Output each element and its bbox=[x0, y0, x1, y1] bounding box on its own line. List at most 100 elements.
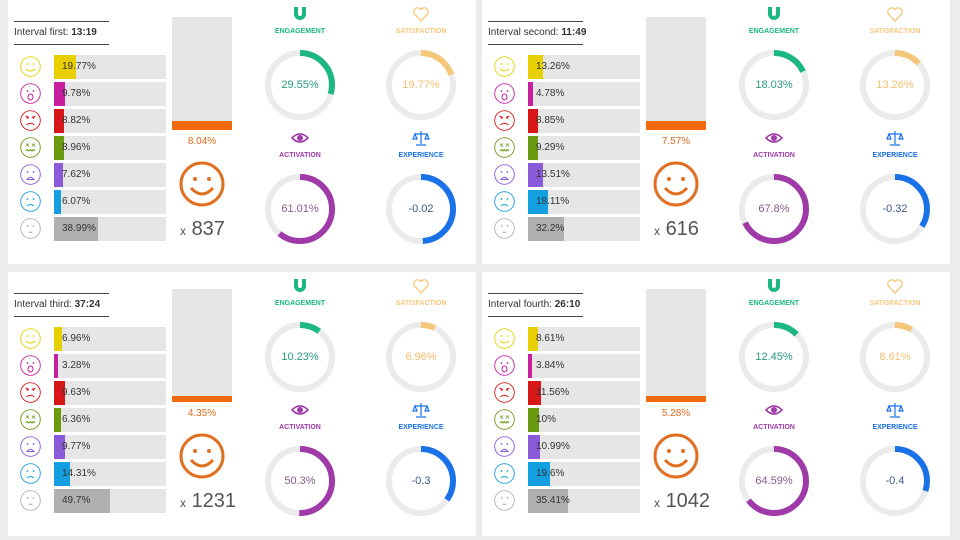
emotion-bar-fill bbox=[528, 408, 540, 432]
fearful-face-icon bbox=[20, 436, 41, 457]
emotion-percent: 13.51% bbox=[536, 169, 570, 180]
emotion-row: 6.07% bbox=[20, 190, 172, 214]
emotion-bar-fill bbox=[528, 55, 543, 79]
angry-face-icon bbox=[494, 110, 515, 131]
emotion-row: 8.96% bbox=[20, 136, 172, 160]
experience-label: EXPERIENCE bbox=[872, 152, 918, 159]
emotion-row: 19.6% bbox=[494, 462, 646, 486]
emotion-bar-fill bbox=[54, 462, 71, 486]
ring-arc bbox=[860, 322, 930, 392]
emotion-bar: 6.96% bbox=[54, 327, 166, 351]
emotion-percent: 9.78% bbox=[62, 88, 91, 99]
ring-arc bbox=[386, 50, 456, 120]
neutral-face-icon bbox=[20, 490, 41, 511]
emotion-bar-fill bbox=[54, 55, 77, 79]
emotion-percent: 35.41% bbox=[536, 495, 570, 506]
magnet-icon bbox=[765, 277, 783, 295]
activation-label: ACTIVATION bbox=[753, 424, 795, 431]
experience-label: EXPERIENCE bbox=[398, 152, 444, 159]
emotion-row: 9.63% bbox=[20, 381, 172, 405]
emotion-row: 9.78% bbox=[20, 82, 172, 106]
viewer-count: x 1231 bbox=[180, 490, 237, 512]
emotion-percent: 10% bbox=[536, 414, 557, 425]
interval-title: Interval third: 37:24 bbox=[14, 293, 109, 317]
emotion-bar-fill bbox=[528, 217, 565, 241]
emotion-percent: 11.56% bbox=[536, 387, 570, 398]
satisfaction-value: 13.26% bbox=[876, 79, 914, 91]
emotion-row: 13.51% bbox=[494, 163, 646, 187]
emotion-bar: 13.51% bbox=[528, 163, 640, 187]
emotion-bar: 8.61% bbox=[528, 327, 640, 351]
emotion-bar-fill bbox=[528, 354, 533, 378]
activation-value: 64.59% bbox=[755, 475, 793, 487]
emotion-bar-fill bbox=[54, 381, 65, 405]
emotion-row: 11.56% bbox=[494, 381, 646, 405]
experience-label: EXPERIENCE bbox=[872, 424, 918, 431]
eye-icon bbox=[290, 129, 310, 147]
emotion-bar-fill bbox=[528, 136, 539, 160]
scales-icon bbox=[886, 401, 904, 419]
satisfaction-ring bbox=[385, 49, 457, 121]
satisfaction-ring bbox=[859, 49, 931, 121]
interval-title: Interval second: 11:49 bbox=[488, 21, 586, 45]
engagement-ring bbox=[738, 49, 810, 121]
emotion-bar: 9.29% bbox=[528, 136, 640, 160]
fearful-face-icon bbox=[20, 164, 41, 185]
satisfaction-label: SATISFACTION bbox=[869, 300, 921, 307]
emotion-bar: 8.96% bbox=[54, 136, 166, 160]
neutral-face-icon bbox=[20, 218, 41, 239]
emotion-bar: 38.99% bbox=[54, 217, 166, 241]
satisfaction-value: 6.96% bbox=[405, 351, 437, 363]
emotion-percent: 8.96% bbox=[62, 142, 91, 153]
emotion-bar-fill bbox=[54, 435, 65, 459]
satisfaction-label: SATISFACTION bbox=[395, 28, 447, 35]
disgusted-face-icon bbox=[20, 137, 41, 158]
experience-value: -0.3 bbox=[411, 475, 431, 487]
emotion-row: 9.29% bbox=[494, 136, 646, 160]
surprised-face-icon bbox=[494, 355, 515, 376]
emotion-bar: 8.82% bbox=[54, 109, 166, 133]
satisfaction-value: 19.77% bbox=[402, 79, 440, 91]
viewer-count: x 837 bbox=[180, 218, 225, 240]
activation-label: ACTIVATION bbox=[279, 152, 321, 159]
emotion-bar: 3.28% bbox=[54, 354, 166, 378]
happy-face-icon bbox=[20, 328, 41, 349]
ring-arc bbox=[386, 446, 456, 516]
engagement-label: ENGAGEMENT bbox=[274, 28, 326, 35]
happy-face-icon bbox=[494, 328, 515, 349]
emotion-bar: 19.77% bbox=[54, 55, 166, 79]
engagement-value: 29.55% bbox=[281, 79, 319, 91]
emotion-percent: 19.6% bbox=[536, 468, 565, 479]
eye-icon bbox=[290, 401, 310, 419]
overall-bar bbox=[646, 289, 706, 402]
ring-arc bbox=[739, 322, 809, 392]
emotion-bar: 10.99% bbox=[528, 435, 640, 459]
sad-face-icon bbox=[494, 191, 515, 212]
ring-arc bbox=[265, 50, 335, 120]
emotion-bar-fill bbox=[54, 489, 110, 513]
magnet-icon bbox=[291, 5, 309, 23]
emotion-bar: 14.31% bbox=[54, 462, 166, 486]
ring-arc bbox=[739, 174, 809, 244]
emotion-percent: 8.82% bbox=[62, 115, 91, 126]
surprised-face-icon bbox=[20, 355, 41, 376]
engagement-label: ENGAGEMENT bbox=[748, 28, 800, 35]
emotion-percent: 6.36% bbox=[62, 414, 91, 425]
fearful-face-icon bbox=[494, 436, 515, 457]
sad-face-icon bbox=[494, 463, 515, 484]
emotion-bar: 9.77% bbox=[54, 435, 166, 459]
emotion-row: 49.7% bbox=[20, 489, 172, 513]
ring-arc bbox=[739, 446, 809, 516]
emotion-bar-fill bbox=[528, 82, 534, 106]
emotion-bar: 19.6% bbox=[528, 462, 640, 486]
experience-value: -0.32 bbox=[882, 203, 908, 215]
emotion-bar-fill bbox=[54, 82, 65, 106]
emotion-bar-fill bbox=[54, 163, 63, 187]
overall-percent: 4.35% bbox=[187, 408, 217, 419]
magnet-icon bbox=[765, 5, 783, 23]
emotion-bar: 8.85% bbox=[528, 109, 640, 133]
disgusted-face-icon bbox=[494, 137, 515, 158]
emotion-bar-fill bbox=[54, 109, 64, 133]
overall-bar-fill bbox=[646, 121, 706, 130]
engagement-value: 18.03% bbox=[755, 79, 793, 91]
